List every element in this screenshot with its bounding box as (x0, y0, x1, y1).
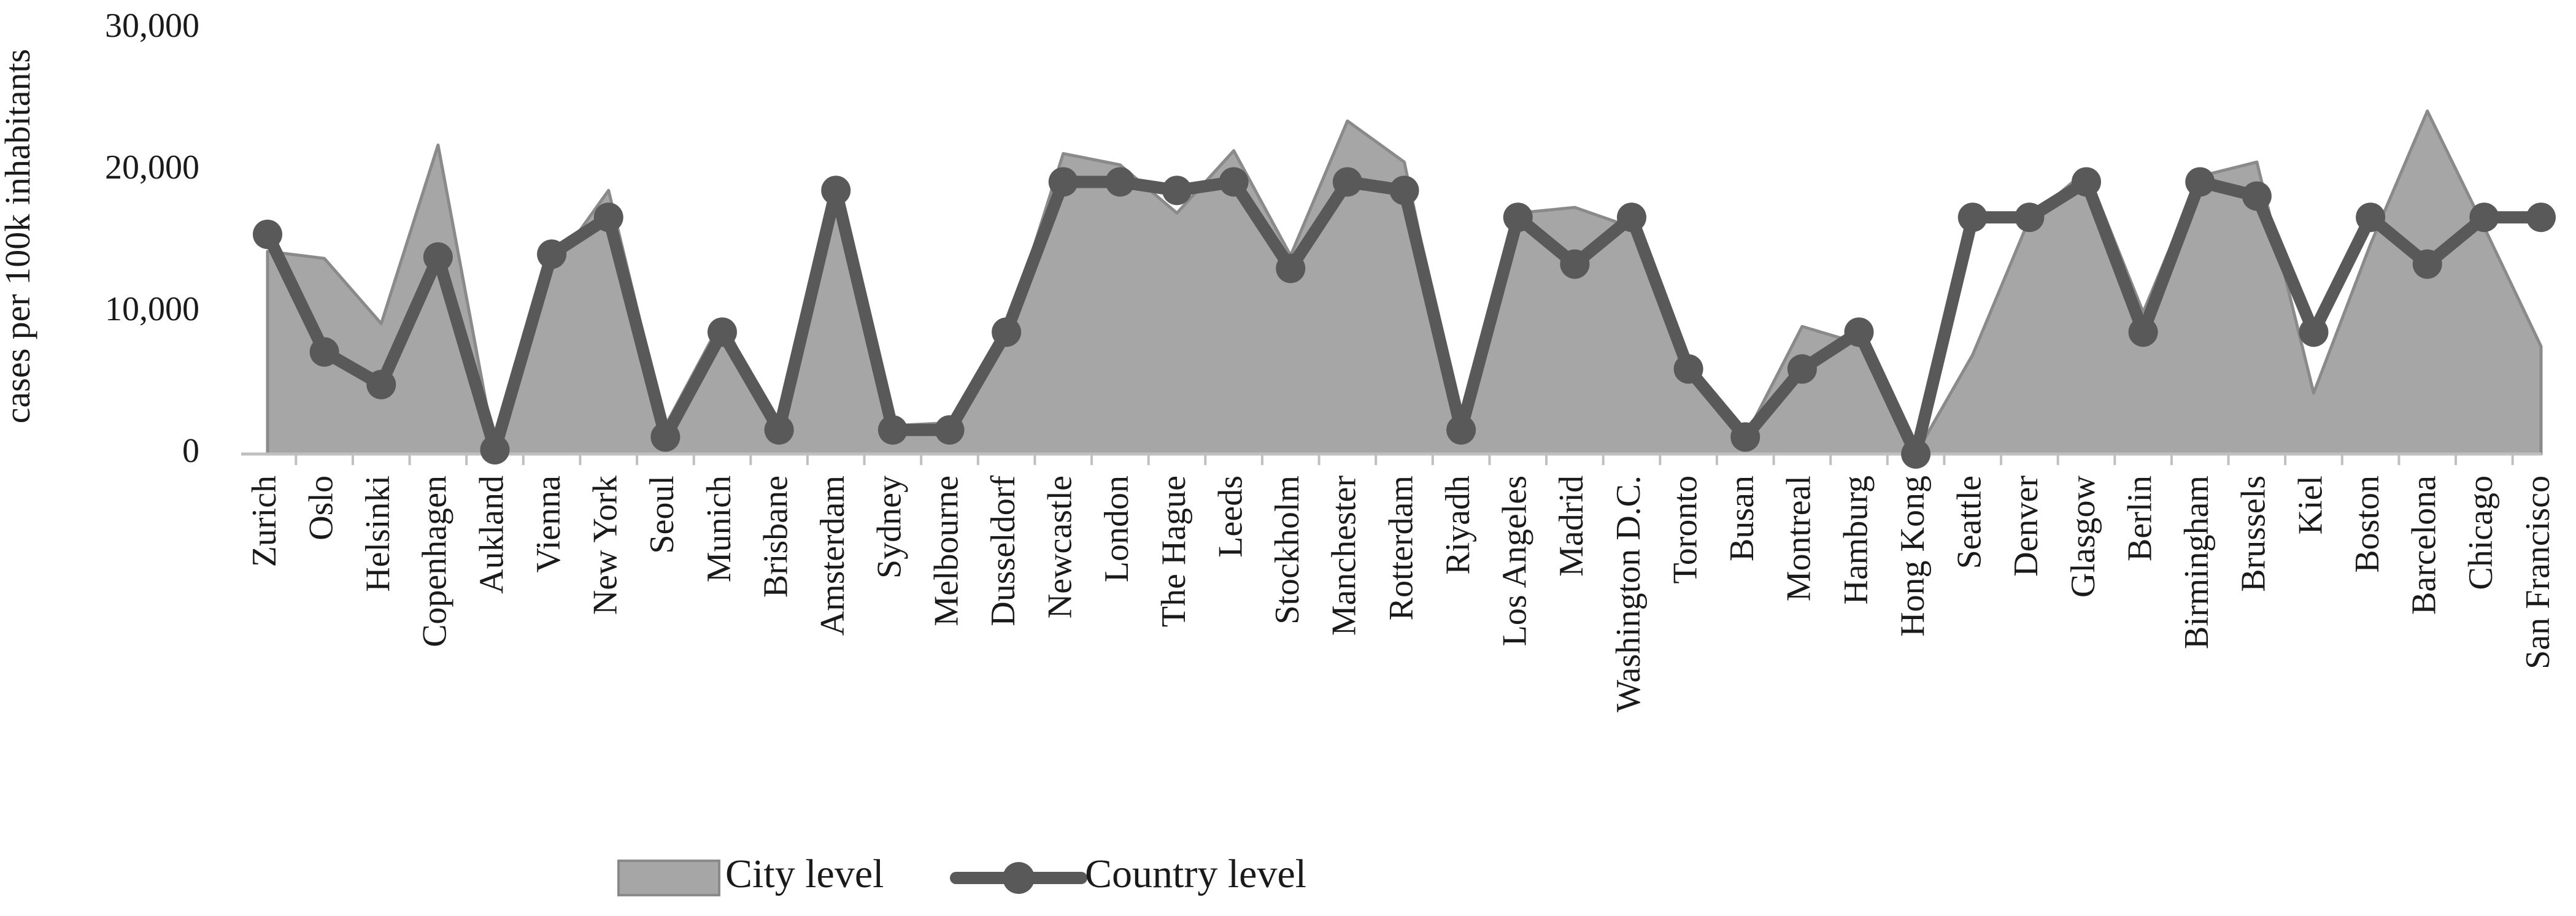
y-axis-ticks: 0 10,000 20,000 30,000 (105, 7, 199, 470)
data-point-country-level (2128, 317, 2158, 347)
data-point-country-level (1730, 422, 1760, 452)
data-point-country-level (253, 219, 282, 249)
x-tick-label: Copenhagen (416, 475, 454, 647)
x-tick-label: Los Angeles (1496, 475, 1534, 646)
data-point-country-level (2469, 202, 2499, 233)
x-tick-label: Zurich (245, 475, 283, 567)
x-tick-label: The Hague (1155, 475, 1193, 627)
x-tick-label: Barcelona (2405, 475, 2443, 615)
data-point-country-level (1673, 354, 1703, 384)
data-point-country-level (821, 175, 851, 206)
data-point-country-level (1446, 415, 1476, 445)
x-tick-label: Manchester (1325, 475, 1363, 636)
legend-label-country-level: Country level (1085, 852, 1306, 896)
x-tick-label: San Francisco (2519, 475, 2557, 669)
data-point-country-level (1901, 439, 1931, 469)
x-tick-label: Chicago (2462, 475, 2500, 590)
data-point-country-level (2015, 202, 2045, 233)
data-point-country-level (708, 317, 737, 347)
legend-swatch-city-level (617, 860, 720, 896)
y-axis-title: cases per 100k inhabitants (0, 49, 37, 423)
data-point-country-level (1844, 317, 1874, 347)
y-tick-label: 10,000 (105, 290, 199, 328)
data-point-country-level (1332, 167, 1362, 197)
data-point-country-level (537, 239, 567, 269)
plot-area (241, 109, 2556, 469)
x-tick-label: Denver (2007, 475, 2045, 577)
x-tick-label: Boston (2348, 475, 2386, 573)
x-tick-label: Vienna (530, 475, 568, 572)
data-point-country-level (1787, 354, 1817, 384)
x-tick-label: Sydney (871, 475, 909, 579)
x-tick-label: Munich (700, 475, 738, 582)
data-point-country-level (309, 337, 339, 367)
data-point-country-level (2526, 202, 2556, 233)
x-tick-label: Hong Kong (1894, 475, 1932, 637)
data-point-country-level (1389, 175, 1419, 206)
x-tick-label: Seattle (1951, 475, 1989, 569)
x-tick-label: Oslo (302, 475, 340, 541)
x-tick-label: Aukland (472, 475, 511, 594)
x-tick-label: Toronto (1666, 475, 1704, 584)
data-point-country-level (992, 317, 1022, 347)
data-point-country-level (593, 202, 623, 233)
x-tick-label: New York (587, 475, 625, 615)
x-tick-label: Glasgow (2064, 475, 2102, 598)
data-point-country-level (366, 369, 396, 399)
data-point-country-level (650, 422, 681, 452)
x-tick-label: Brisbane (757, 475, 795, 598)
data-point-country-level (1219, 167, 1249, 197)
x-tick-label: Rotterdam (1382, 475, 1420, 620)
y-tick-label: 20,000 (105, 148, 199, 187)
x-tick-label: Leeds (1211, 475, 1249, 558)
x-tick-label: Busan (1723, 475, 1761, 561)
data-point-country-level (1560, 249, 1590, 279)
x-tick-label: Newcastle (1041, 475, 1079, 618)
data-point-country-level (2299, 317, 2329, 347)
data-point-country-level (764, 415, 794, 445)
data-point-country-level (877, 415, 908, 445)
data-point-country-level (1162, 175, 1192, 206)
x-tick-label: London (1098, 475, 1136, 582)
x-tick-label: Washington D.C. (1610, 475, 1648, 712)
x-tick-label: Melbourne (927, 475, 965, 626)
data-point-country-level (1105, 167, 1135, 197)
y-axis-label: cases per 100k inhabitants (0, 49, 37, 423)
x-tick-label: Stockholm (1268, 475, 1306, 625)
legend: City level Country level (617, 852, 1306, 896)
x-axis-ticks: Zurich Oslo Helsinki Copenhagen Aukland Vienn… (245, 475, 2557, 712)
x-tick-label: Berlin (2121, 475, 2159, 561)
x-tick-label: Helsinki (359, 475, 397, 592)
data-point-country-level (2356, 202, 2386, 233)
data-point-country-level (1276, 253, 1306, 283)
legend-label-city-level: City level (725, 852, 884, 896)
x-tick-label: Dusseldorf (984, 475, 1022, 626)
data-point-country-level (2185, 167, 2215, 197)
x-tick-label: Amsterdam (814, 475, 852, 636)
data-point-country-level (1048, 167, 1078, 197)
data-point-country-level (423, 242, 453, 272)
data-point-country-level (1617, 202, 1646, 233)
data-point-country-level (2072, 167, 2101, 197)
y-tick-label: 30,000 (105, 7, 199, 45)
x-tick-label: Kiel (2291, 475, 2329, 534)
data-point-country-level (935, 415, 965, 445)
y-tick-label: 0 (182, 432, 199, 470)
series-area-city-level (266, 109, 2543, 456)
data-point-country-level (1503, 202, 1533, 233)
data-point-country-level (2242, 181, 2272, 211)
data-point-country-level (2412, 249, 2442, 279)
x-tick-label: Montreal (1780, 475, 1818, 601)
data-point-country-level (480, 435, 510, 465)
legend-marker-country-level (1003, 862, 1035, 894)
data-point-country-level (1957, 202, 1988, 233)
x-tick-label: Madrid (1552, 475, 1591, 577)
x-tick-label: Hamburg (1837, 475, 1875, 605)
x-tick-label: Brussels (2235, 475, 2273, 592)
x-tick-label: Birmingham (2178, 475, 2216, 649)
x-tick-label: Riyadh (1439, 475, 1477, 575)
x-tick-label: Seoul (643, 475, 681, 554)
